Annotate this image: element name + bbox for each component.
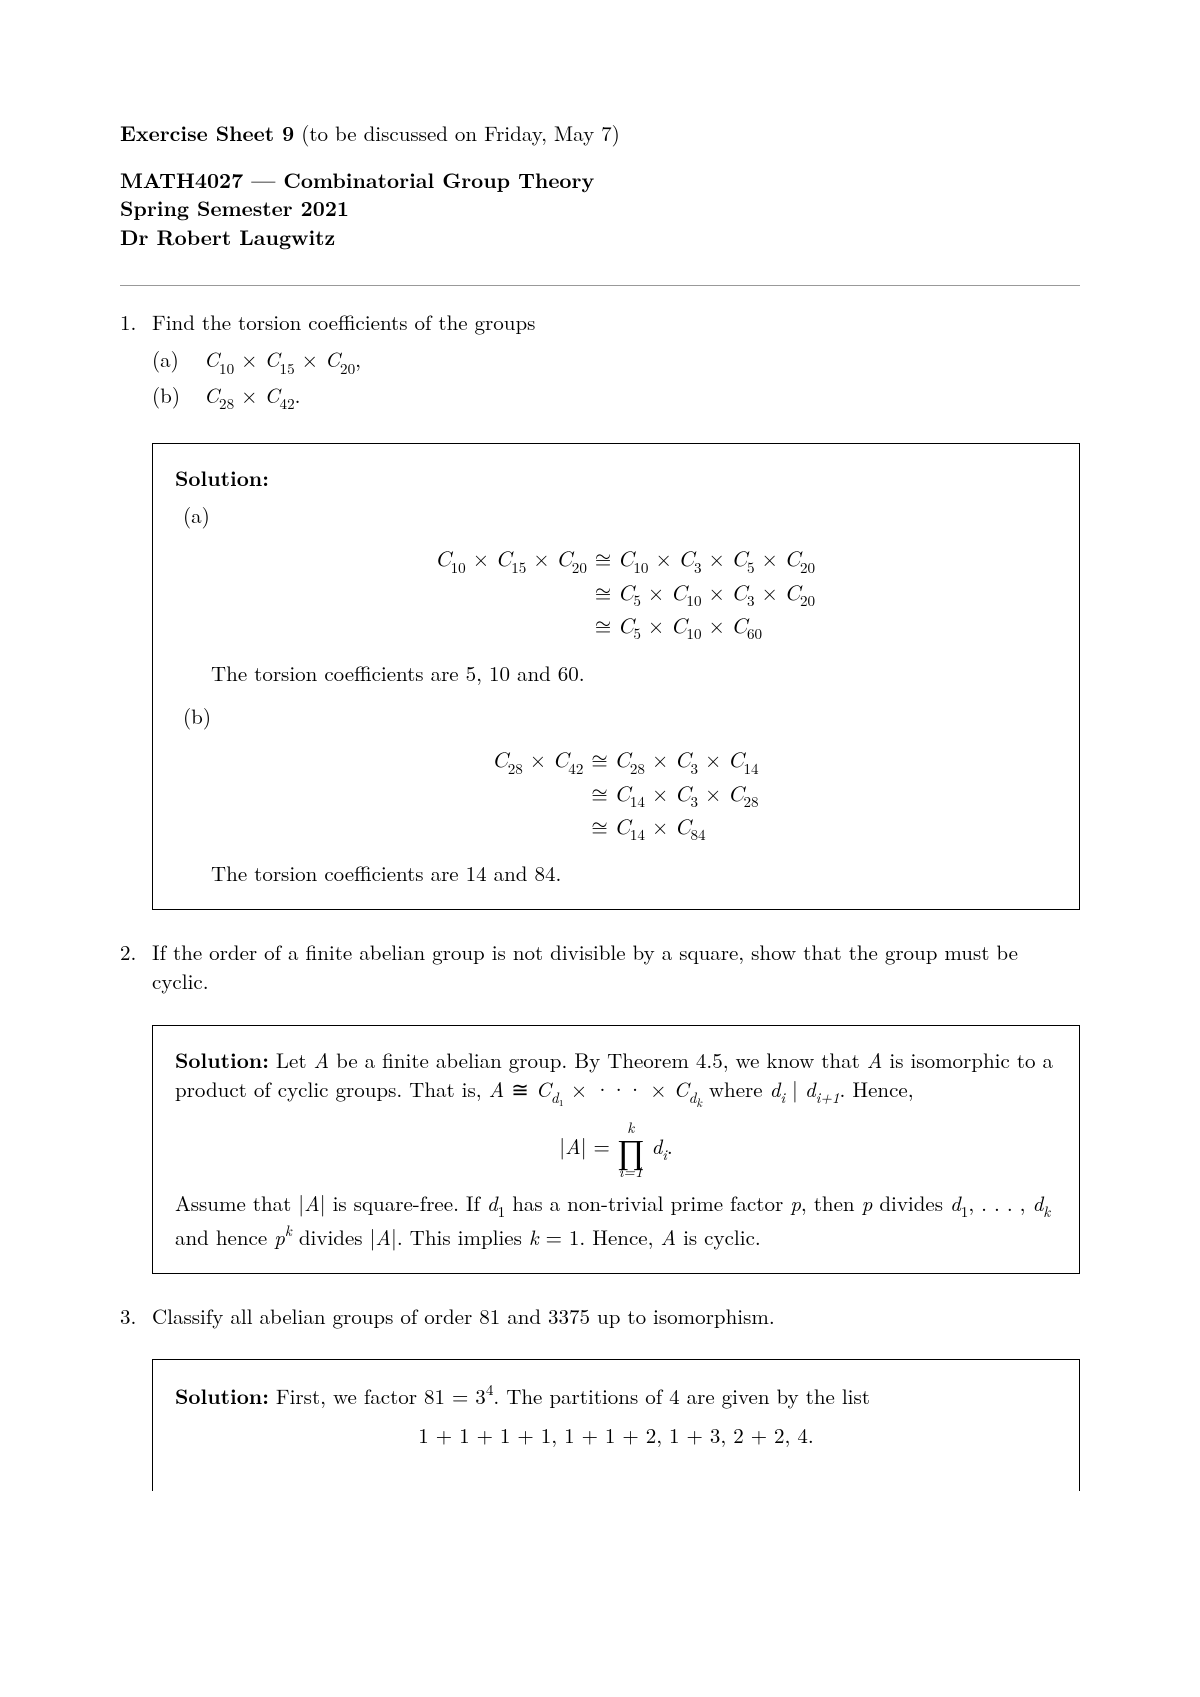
sol2-A4: A <box>375 1222 391 1252</box>
solution-1b-label: (b) <box>183 702 1057 731</box>
problem-3: 3. Classify all abelian groups of order … <box>120 1302 1080 1331</box>
solution-1a-math: C10 × C15 × C20 ≅ C10 × C3 × C5 × C20 ≅ … <box>175 544 1057 646</box>
solution-3-label: Solution: <box>175 1381 269 1411</box>
problem-2-number: 2. <box>120 938 152 997</box>
solution-2-text2f: and hence <box>175 1222 274 1252</box>
solution-2-text2g: divides | <box>292 1222 376 1252</box>
sol2-p2: p <box>862 1188 873 1218</box>
problem-1a-label: (a) <box>152 343 204 379</box>
solution-2-text1d: where <box>702 1074 770 1104</box>
lecturer: Dr Robert Laugwitz <box>120 223 1080 251</box>
solution-1a-label: (a) <box>183 501 1057 530</box>
solution-3-box: Solution: First, we factor 81 = 34. The … <box>152 1359 1080 1491</box>
solution-1-label: Solution: <box>175 463 269 493</box>
solution-2-div: di | di+1 <box>770 1074 840 1104</box>
solution-2-iso: A ≅ Cd₁ × ··· × Cdk <box>489 1074 702 1104</box>
solution-2-text2a: Assume that | <box>175 1188 304 1218</box>
problem-1: 1. Find the torsion coefficients of the … <box>120 308 1080 337</box>
course-block: MATH4027 — Combinatorial Group Theory Sp… <box>120 166 1080 251</box>
solution-3-partitions: 1 + 1 + 1 + 1, 1 + 1 + 2, 1 + 3, 2 + 2, … <box>175 1421 1057 1450</box>
problem-1a-math: C10 × C15 × C20, <box>204 343 361 379</box>
solution-2-label: Solution: <box>175 1045 269 1075</box>
problem-1-text: Find the torsion coefficients of the gro… <box>152 308 1080 337</box>
sol2-pk: pk <box>274 1222 292 1252</box>
solution-2-text2j: is cyclic. <box>676 1222 761 1252</box>
prod-bot: i=1 <box>619 1164 643 1179</box>
solution-1b-math: C28 × C42 ≅ C28 × C3 × C14 ≅ C14 × C3 × … <box>175 745 1057 847</box>
solution-2-text2c: has a non-trivial prime factor <box>505 1188 790 1218</box>
solution-1a-conclusion: The torsion coefficients are 5, 10 and 6… <box>211 659 1057 688</box>
problem-1b-math: C28 × C42. <box>204 379 300 415</box>
problem-1-number: 1. <box>120 308 152 337</box>
solution-2-text1a: Let <box>269 1045 314 1075</box>
solution-2-text2d: , then <box>801 1188 862 1218</box>
sol2-d1dk: d1, . . . , dk <box>950 1188 1050 1218</box>
solution-2-text2i: . Hence, <box>579 1222 660 1252</box>
sol2-d1: d1 <box>487 1188 505 1218</box>
solution-2-box: Solution: Let A be a finite abelian grou… <box>152 1025 1080 1274</box>
problem-1b-label: (b) <box>152 379 204 415</box>
problem-2: 2. If the order of a finite abelian grou… <box>120 938 1080 997</box>
sol2-A5: A <box>660 1222 676 1252</box>
solution-1-box: Solution: (a) C10 × C15 × C20 ≅ C10 × C3… <box>152 443 1080 910</box>
page: Exercise Sheet 9 (to be discussed on Fri… <box>0 0 1200 1697</box>
solution-2-text2b: | is square-free. If <box>320 1188 487 1218</box>
prod-symbol: ∏ <box>617 1135 645 1164</box>
divider <box>120 285 1080 286</box>
sol2-A3: A <box>304 1188 320 1218</box>
course-code: MATH4027 — Combinatorial Group Theory <box>120 166 1080 194</box>
sol2-p1: p <box>790 1188 801 1218</box>
problem-1b: (b) C28 × C42. <box>152 379 1080 415</box>
solution-2-text2e: divides <box>872 1188 950 1218</box>
solution-2-A1: A <box>314 1045 330 1075</box>
solution-1b-conclusion: The torsion coefficients are 14 and 84. <box>211 859 1057 888</box>
problem-1a: (a) C10 × C15 × C20, <box>152 343 1080 379</box>
sheet-title-rest: (to be discussed on Friday, May 7) <box>294 118 620 148</box>
sheet-title-bold: Exercise Sheet 9 <box>120 118 294 148</box>
solution-2-text1e: . Hence, <box>840 1074 914 1104</box>
solution-2-equation: |A| = k ∏ i=1 di. <box>175 1120 1057 1179</box>
problem-3-number: 3. <box>120 1302 152 1331</box>
solution-2-text1b: be a finite abelian group. By Theorem 4.… <box>329 1045 867 1075</box>
problem-3-text: Classify all abelian groups of order 81 … <box>152 1302 1080 1331</box>
problem-2-text: If the order of a finite abelian group i… <box>152 938 1080 997</box>
solution-2-text2h: |. This implies <box>391 1222 529 1252</box>
solution-2-A2: A <box>867 1045 883 1075</box>
semester: Spring Semester 2021 <box>120 194 1080 222</box>
sheet-title: Exercise Sheet 9 (to be discussed on Fri… <box>120 118 1080 148</box>
solution-3-text1: First, we factor 81 = 34. The partitions… <box>269 1381 870 1411</box>
sol2-k1: k = 1 <box>529 1222 580 1252</box>
